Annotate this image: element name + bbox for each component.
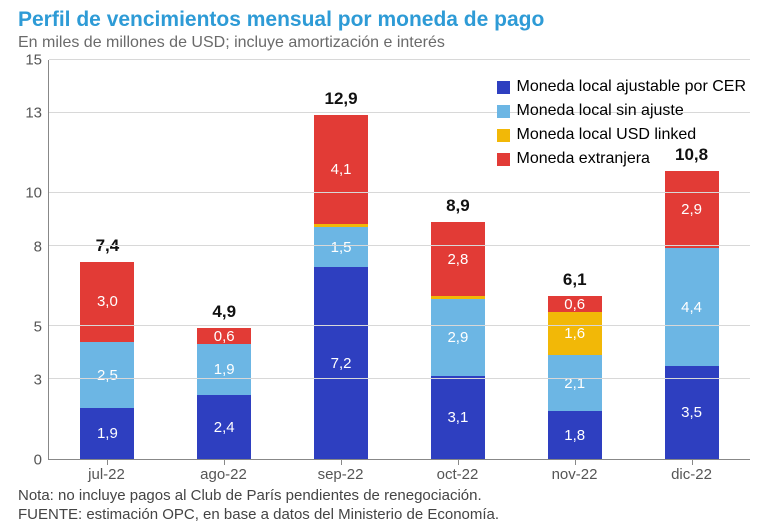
- legend-item-sin_ajuste: Moneda local sin ajuste: [497, 102, 746, 120]
- bar-segment-sin_ajuste: 2,9: [431, 299, 485, 376]
- x-axis-label: jul-22: [80, 466, 134, 483]
- bar-column: 2,41,90,64,9: [197, 328, 251, 459]
- grid-line: [49, 59, 750, 60]
- bar-segment-sin_ajuste: 2,5: [80, 342, 134, 409]
- chart-title: Perfil de vencimientos mensual por moned…: [18, 8, 750, 32]
- bar-segment-sin_ajuste: 4,4: [665, 248, 719, 365]
- legend-label: Moneda local USD linked: [517, 126, 697, 144]
- bar-segment-sin_ajuste: 2,1: [548, 355, 602, 411]
- x-axis-label: dic-22: [665, 466, 719, 483]
- bar-segment-extranjera: 0,6: [548, 296, 602, 312]
- bar-segment-usd_linked: 1,6: [548, 312, 602, 355]
- bar-segment-sin_ajuste: 1,9: [197, 344, 251, 395]
- legend-item-extranjera: Moneda extranjera: [497, 150, 746, 168]
- grid-line: [49, 378, 750, 379]
- y-tick-label: 0: [34, 452, 42, 469]
- y-tick-label: 5: [34, 318, 42, 335]
- x-axis-label: oct-22: [431, 466, 485, 483]
- bar-segment-cer: 2,4: [197, 395, 251, 459]
- y-tick-label: 10: [25, 185, 42, 202]
- legend-swatch: [497, 153, 510, 166]
- y-tick-label: 13: [25, 105, 42, 122]
- bar-segment-extranjera: 0,6: [197, 328, 251, 344]
- chart-source: FUENTE: estimación OPC, en base a datos …: [18, 506, 750, 523]
- bar-segment-extranjera: 4,1: [314, 115, 368, 224]
- y-tick-label: 8: [34, 238, 42, 255]
- y-tick-label: 3: [34, 372, 42, 389]
- legend-swatch: [497, 81, 510, 94]
- bar-segment-extranjera: 3,0: [80, 262, 134, 342]
- bar-column: 3,54,42,910,8: [665, 171, 719, 459]
- y-tick-label: 15: [25, 52, 42, 69]
- x-tick: [575, 459, 576, 465]
- grid-line: [49, 192, 750, 193]
- bar-segment-sin_ajuste: 1,5: [314, 227, 368, 267]
- legend-item-cer: Moneda local ajustable por CER: [497, 78, 746, 96]
- legend-label: Moneda local sin ajuste: [517, 102, 684, 120]
- x-tick: [458, 459, 459, 465]
- x-tick: [341, 459, 342, 465]
- chart-subtitle: En miles de millones de USD; incluye amo…: [18, 34, 750, 52]
- x-tick: [107, 459, 108, 465]
- legend-label: Moneda local ajustable por CER: [517, 78, 746, 96]
- x-axis-label: sep-22: [314, 466, 368, 483]
- x-axis-labels: jul-22 ago-22 sep-22 oct-22 nov-22 dic-22: [48, 460, 750, 483]
- bar-segment-cer: 3,5: [665, 366, 719, 459]
- bar-total-label: 8,9: [446, 196, 470, 216]
- bar-segment-extranjera: 2,8: [431, 222, 485, 297]
- bar-segment-cer: 3,1: [431, 376, 485, 459]
- bar-total-label: 12,9: [325, 89, 358, 109]
- bar-segment-cer: 7,2: [314, 267, 368, 459]
- legend-label: Moneda extranjera: [517, 150, 650, 168]
- legend-item-usd_linked: Moneda local USD linked: [497, 126, 746, 144]
- legend: Moneda local ajustable por CER Moneda loc…: [497, 78, 746, 174]
- grid-line: [49, 245, 750, 246]
- bar-column: 3,12,92,88,9: [431, 222, 485, 459]
- bar-column: 7,21,54,112,9: [314, 115, 368, 459]
- legend-swatch: [497, 129, 510, 142]
- x-tick: [692, 459, 693, 465]
- bar-total-label: 4,9: [212, 302, 236, 322]
- x-tick: [224, 459, 225, 465]
- x-axis-label: ago-22: [197, 466, 251, 483]
- bar-column: 1,92,53,07,4: [80, 262, 134, 459]
- y-axis: 0358101315: [18, 60, 48, 460]
- bar-segment-cer: 1,8: [548, 411, 602, 459]
- bar-total-label: 6,1: [563, 270, 587, 290]
- x-axis-label: nov-22: [548, 466, 602, 483]
- legend-swatch: [497, 105, 510, 118]
- bar-segment-cer: 1,9: [80, 408, 134, 459]
- chart-note: Nota: no incluye pagos al Club de París …: [18, 487, 750, 504]
- bar-segment-extranjera: 2,9: [665, 171, 719, 248]
- grid-line: [49, 325, 750, 326]
